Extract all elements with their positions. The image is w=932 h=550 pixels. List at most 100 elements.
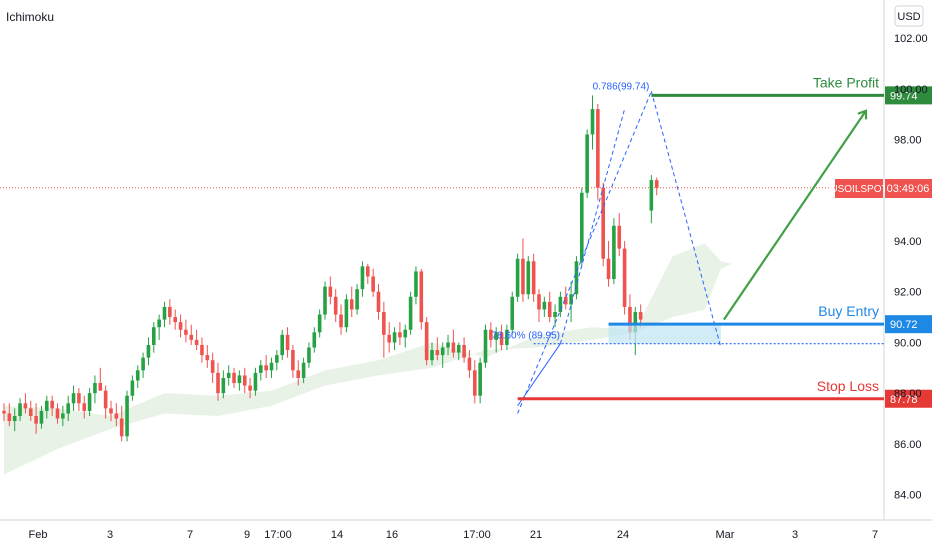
candle <box>478 357 482 404</box>
candle <box>553 304 557 328</box>
candle-body <box>205 355 210 361</box>
candle <box>398 322 402 345</box>
candle <box>157 314 161 340</box>
currency-button[interactable]: USD <box>894 5 924 27</box>
candle-body <box>259 365 263 373</box>
candle-body <box>141 357 145 371</box>
candle <box>146 337 151 366</box>
candle <box>585 129 589 198</box>
candle-body <box>280 334 284 356</box>
candle-body <box>312 332 317 348</box>
candle <box>462 337 466 363</box>
candle-body <box>248 385 252 391</box>
candle-body <box>366 266 370 277</box>
time-tick-label: 24 <box>617 529 629 541</box>
candle <box>355 284 359 315</box>
candle-body <box>382 312 386 335</box>
candle-body <box>98 383 103 391</box>
candle-body <box>162 306 167 320</box>
candle-body <box>87 393 92 411</box>
candle-body <box>135 370 140 381</box>
candle-body <box>505 329 509 345</box>
candle <box>328 276 333 305</box>
candle <box>45 395 49 419</box>
candle-body <box>569 294 573 305</box>
candle <box>184 319 188 343</box>
candle-body <box>125 395 129 437</box>
candle <box>494 327 498 353</box>
candle <box>125 390 129 442</box>
candle <box>307 342 311 368</box>
candle-body <box>467 357 472 371</box>
candle <box>622 240 627 315</box>
time-tick-label: 9 <box>244 529 250 541</box>
candle <box>135 365 140 389</box>
time-tick-label: Feb <box>29 529 48 541</box>
buy-entry-zone <box>608 324 721 344</box>
time-tick-label: 7 <box>187 529 193 541</box>
candle <box>376 284 381 320</box>
candle <box>499 324 504 351</box>
price-tick-label: 92.00 <box>894 287 922 299</box>
candle-body <box>242 375 247 386</box>
candle-body <box>253 372 258 391</box>
fib-line <box>517 343 561 407</box>
candle <box>168 299 172 325</box>
candle <box>232 367 236 389</box>
time-tick-label: Mar <box>716 529 735 541</box>
buy-entry-tag-text: 90.72 <box>890 319 918 331</box>
candle-body <box>39 410 44 424</box>
candle <box>333 289 338 323</box>
candle <box>440 342 445 368</box>
candle <box>189 324 194 345</box>
candle <box>451 329 456 358</box>
candle-body <box>563 296 568 305</box>
candle <box>371 268 375 297</box>
candle-body <box>558 296 563 312</box>
candle-body <box>152 327 156 345</box>
time-axis[interactable]: Feb 3 7 9 17:00 14 16 17:00 21 24 Mar 3 7 <box>29 529 879 541</box>
candle-body <box>440 347 445 356</box>
candle-body <box>264 365 268 371</box>
candle <box>39 405 44 429</box>
candle <box>435 337 440 361</box>
candle <box>242 367 247 394</box>
fib-label-top: 0.786(99.74) <box>593 81 650 92</box>
candle <box>237 370 242 391</box>
candle-body <box>184 329 188 335</box>
candle <box>28 400 33 422</box>
candle-body <box>114 413 119 419</box>
candle <box>248 377 252 399</box>
candle <box>473 360 477 404</box>
candle-body <box>307 347 311 363</box>
candle <box>34 403 38 434</box>
price-tick-label: 98.00 <box>894 135 922 147</box>
candle-body <box>344 299 349 328</box>
indicator-label[interactable]: Ichimoku <box>6 10 54 24</box>
buy-entry-tag-bg <box>885 315 932 334</box>
candle-body <box>462 344 466 358</box>
candle <box>173 309 177 330</box>
time-tick-label: 3 <box>792 529 798 541</box>
candle <box>558 291 563 318</box>
candle-body <box>339 314 343 328</box>
candle-body <box>333 296 338 315</box>
candle <box>467 350 472 378</box>
candle-body <box>269 362 274 371</box>
candle-body <box>317 314 322 333</box>
candle-body <box>612 225 616 280</box>
candle-body <box>430 350 434 361</box>
candle <box>382 301 386 358</box>
candle-body <box>66 403 70 414</box>
candle-body <box>371 276 375 292</box>
drawings: 0.786(99.74) 78.60% (89.95) Take Profit 99.… <box>492 74 932 414</box>
candle-body <box>483 329 488 363</box>
candle <box>596 104 600 201</box>
candle-body <box>173 317 177 323</box>
candle-body <box>77 393 81 404</box>
candle <box>580 187 584 267</box>
candle-body <box>419 271 424 323</box>
candle <box>366 263 370 285</box>
